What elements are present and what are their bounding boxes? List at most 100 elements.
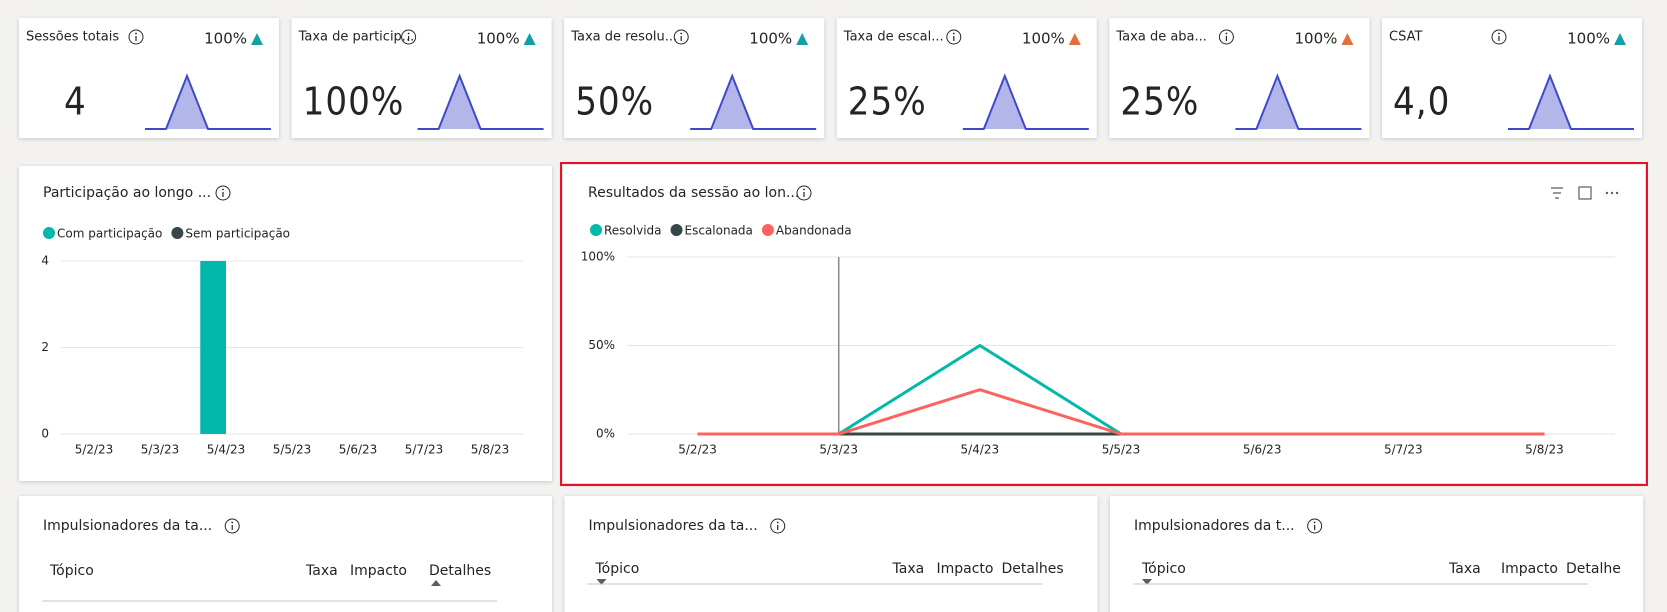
filter-icon[interactable] (1551, 187, 1563, 199)
chart-card (19, 166, 552, 481)
kpi-change: 100% (1022, 30, 1065, 48)
sparkline (1235, 73, 1362, 130)
x-tick-label: 5/6/23 (1243, 443, 1282, 457)
kpi-trend-arrow (523, 33, 536, 45)
more-icon[interactable] (1610, 191, 1614, 195)
kpi-trend-arrow (251, 33, 263, 45)
info-icon[interactable] (673, 29, 689, 45)
info-icon-dot (1225, 32, 1228, 35)
more-icon[interactable] (1615, 191, 1619, 195)
legend-marker (761, 224, 774, 236)
info-icon[interactable] (1307, 518, 1323, 534)
kpi-trend-arrow (1341, 33, 1354, 45)
legend-marker (171, 227, 184, 239)
y-tick-label: 2 (41, 340, 49, 354)
kpi-value: 25% (1120, 80, 1199, 124)
kpi-card (1109, 18, 1370, 138)
kpi-change: 100% (477, 30, 520, 48)
sparkline (962, 73, 1089, 130)
table-card (19, 496, 552, 612)
kpi-change: 100% (1567, 30, 1610, 48)
info-icon-dot (1498, 32, 1500, 35)
kpi-title: Taxa de escal... (843, 30, 944, 45)
x-tick-label: 5/3/23 (819, 443, 858, 457)
kpi-trend-arrow (1068, 33, 1081, 45)
info-icon-dot (222, 188, 224, 191)
info-icon[interactable] (215, 185, 231, 201)
info-icon-dot (680, 32, 683, 35)
kpi-card (1382, 18, 1642, 138)
info-icon[interactable] (946, 29, 962, 45)
column-header[interactable]: Detalhes (429, 563, 491, 579)
info-icon[interactable] (224, 518, 240, 534)
column-header[interactable]: Tópico (1141, 561, 1186, 577)
x-tick-label: 5/2/23 (75, 443, 114, 457)
info-icon[interactable] (401, 29, 417, 45)
y-tick-label: 0% (596, 427, 615, 441)
kpi-card (19, 18, 279, 138)
info-icon[interactable] (1491, 29, 1507, 45)
kpi-change: 100% (204, 30, 247, 48)
column-header[interactable]: Impacto (350, 563, 407, 579)
legend-marker (43, 227, 55, 239)
column-header[interactable]: Taxa (305, 563, 338, 579)
column-header[interactable]: Detalhe (1566, 561, 1621, 577)
legend-label: Resolvida (604, 224, 662, 238)
x-tick-label: 5/6/23 (339, 443, 378, 457)
legend-label: Com participação (57, 227, 162, 241)
sparkline (690, 73, 817, 130)
table-card (564, 496, 1098, 612)
kpi-value: 100% (303, 80, 405, 124)
kpi-trend-arrow (796, 33, 809, 45)
column-header[interactable]: Taxa (892, 561, 925, 577)
info-icon[interactable] (770, 518, 786, 534)
bar (200, 261, 226, 434)
info-icon-dot (1313, 521, 1316, 524)
info-icon-dot (776, 521, 779, 524)
sort-arrow (596, 579, 607, 585)
kpi-title: Sessões totais (26, 30, 119, 45)
table-card (1110, 496, 1643, 612)
x-tick-label: 5/7/23 (405, 443, 444, 457)
table-title: Impulsionadores da ta... (43, 518, 212, 534)
table-title: Impulsionadores da ta... (589, 518, 758, 534)
info-icon-dot (952, 32, 955, 35)
kpi-title: Taxa de particip... (298, 30, 415, 45)
kpi-value: 25% (848, 80, 927, 124)
sort-arrow (431, 580, 441, 586)
legend-label: Sem participação (185, 227, 290, 241)
column-header[interactable]: Tópico (595, 561, 640, 577)
y-tick-label: 4 (41, 254, 49, 268)
kpi-card (291, 18, 552, 138)
x-tick-label: 5/4/23 (961, 443, 1000, 457)
sort-arrow (1142, 579, 1152, 585)
column-header[interactable]: Impacto (1501, 561, 1558, 577)
line-series (697, 388, 1545, 436)
info-icon[interactable] (1218, 29, 1234, 45)
column-header[interactable]: Detalhes (1002, 561, 1064, 577)
x-tick-label: 5/3/23 (141, 443, 180, 457)
info-icon[interactable] (796, 185, 812, 201)
column-header[interactable]: Impacto (937, 561, 994, 577)
x-tick-label: 5/7/23 (1384, 443, 1423, 457)
chart-title: Participação ao longo ... (43, 185, 211, 201)
info-icon-dot (803, 188, 805, 191)
legend-label: Abandonada (776, 224, 852, 238)
kpi-title: CSAT (1389, 30, 1422, 45)
kpi-title: Taxa de resolu... (570, 30, 677, 45)
x-tick-label: 5/8/23 (1525, 443, 1564, 457)
x-tick-label: 5/8/23 (471, 443, 510, 457)
kpi-title: Taxa de aba... (1115, 30, 1207, 45)
more-icon[interactable] (1605, 191, 1609, 195)
column-header[interactable]: Tópico (49, 563, 94, 579)
column-header[interactable]: Taxa (1448, 561, 1481, 577)
kpi-change: 100% (1295, 30, 1338, 48)
focus-icon[interactable] (1578, 186, 1592, 200)
y-tick-label: 0 (41, 427, 49, 441)
info-icon[interactable] (128, 29, 144, 45)
y-tick-label: 50% (588, 338, 615, 352)
kpi-value: 50% (575, 80, 654, 124)
legend-label: Escalonada (685, 224, 753, 238)
